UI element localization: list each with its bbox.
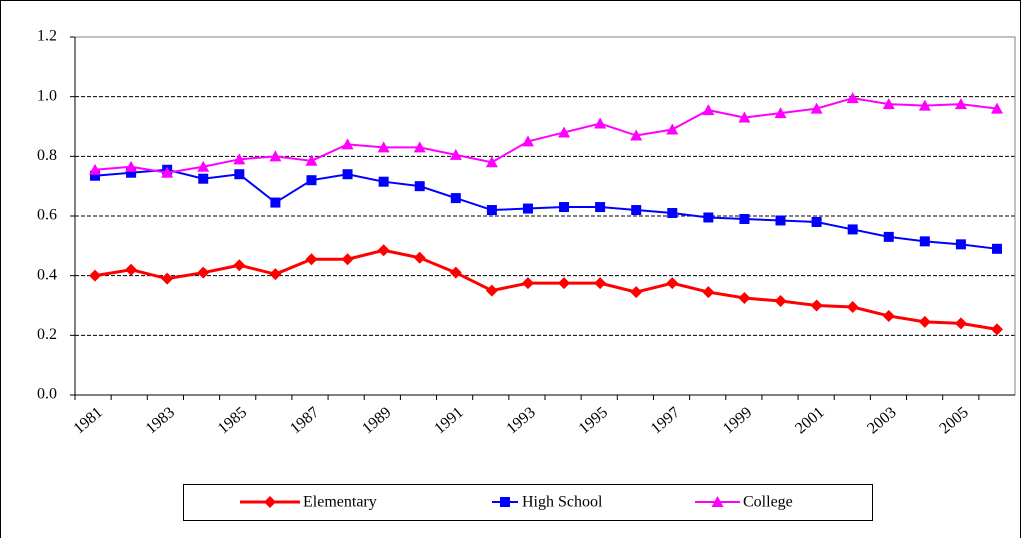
marker xyxy=(883,231,894,242)
marker xyxy=(738,111,751,123)
marker xyxy=(666,277,679,290)
marker xyxy=(666,123,679,135)
marker xyxy=(449,148,462,160)
marker xyxy=(774,107,787,119)
marker xyxy=(739,213,750,224)
marker xyxy=(991,102,1003,114)
marker xyxy=(341,138,354,150)
marker xyxy=(198,173,209,184)
marker xyxy=(378,176,389,187)
marker xyxy=(305,253,318,266)
marker xyxy=(306,175,317,186)
legend-label: High School xyxy=(522,494,603,511)
y-tick-label: 1.0 xyxy=(37,87,57,104)
y-tick-label: 0.6 xyxy=(37,207,57,224)
marker xyxy=(991,323,1003,336)
marker xyxy=(811,216,822,227)
marker xyxy=(125,160,138,172)
marker xyxy=(595,202,606,213)
marker xyxy=(522,203,533,214)
marker xyxy=(377,141,390,153)
marker xyxy=(269,150,282,162)
marker xyxy=(414,181,425,192)
series-line xyxy=(94,248,998,331)
marker xyxy=(711,496,724,507)
marker xyxy=(341,253,354,266)
series-line xyxy=(94,97,998,174)
marker xyxy=(450,193,461,204)
marker xyxy=(775,215,786,226)
marker xyxy=(594,117,607,129)
marker xyxy=(485,156,498,168)
marker xyxy=(558,277,571,290)
y-tick-label: 0.0 xyxy=(37,386,57,403)
marker xyxy=(413,141,426,153)
legend-label: College xyxy=(743,494,793,511)
legend-label: Elementary xyxy=(303,494,377,511)
marker xyxy=(233,153,246,165)
marker xyxy=(954,317,967,330)
marker xyxy=(270,197,281,208)
marker xyxy=(846,300,859,313)
marker xyxy=(702,104,715,116)
marker xyxy=(955,239,966,250)
marker xyxy=(954,98,967,110)
marker xyxy=(234,169,245,180)
marker xyxy=(197,160,210,172)
marker xyxy=(594,277,607,290)
marker xyxy=(413,251,426,264)
marker xyxy=(810,102,823,114)
y-tick-label: 0.4 xyxy=(37,266,57,283)
marker xyxy=(703,212,714,223)
marker xyxy=(89,163,101,175)
y-tick-label: 0.2 xyxy=(37,326,57,343)
marker xyxy=(810,299,823,312)
marker xyxy=(667,208,678,219)
marker xyxy=(559,202,570,213)
marker xyxy=(89,269,101,282)
marker xyxy=(847,224,858,235)
marker xyxy=(264,496,276,508)
marker xyxy=(269,268,282,281)
marker xyxy=(919,236,930,247)
y-tick-label: 1.2 xyxy=(37,28,57,45)
marker xyxy=(992,243,1002,254)
marker xyxy=(918,315,931,328)
marker xyxy=(630,129,643,141)
marker xyxy=(197,266,210,279)
marker xyxy=(125,263,138,276)
marker xyxy=(486,205,497,216)
marker xyxy=(918,99,931,111)
marker xyxy=(126,167,137,178)
marker xyxy=(500,497,510,507)
marker xyxy=(449,266,462,279)
marker xyxy=(702,286,715,299)
marker xyxy=(738,292,751,305)
marker xyxy=(882,98,895,110)
marker xyxy=(305,154,318,166)
marker xyxy=(846,92,859,104)
marker xyxy=(377,244,390,257)
y-tick-label: 0.8 xyxy=(37,147,57,164)
marker xyxy=(161,272,174,285)
marker xyxy=(90,170,100,181)
marker xyxy=(161,166,174,178)
marker xyxy=(882,309,895,322)
marker xyxy=(631,205,642,216)
marker xyxy=(774,295,787,308)
series-line xyxy=(94,168,998,250)
marker xyxy=(630,286,643,299)
marker xyxy=(485,284,498,297)
marker xyxy=(521,135,534,147)
marker xyxy=(521,277,534,290)
marker xyxy=(558,126,571,138)
marker xyxy=(233,259,246,272)
marker xyxy=(342,169,353,180)
